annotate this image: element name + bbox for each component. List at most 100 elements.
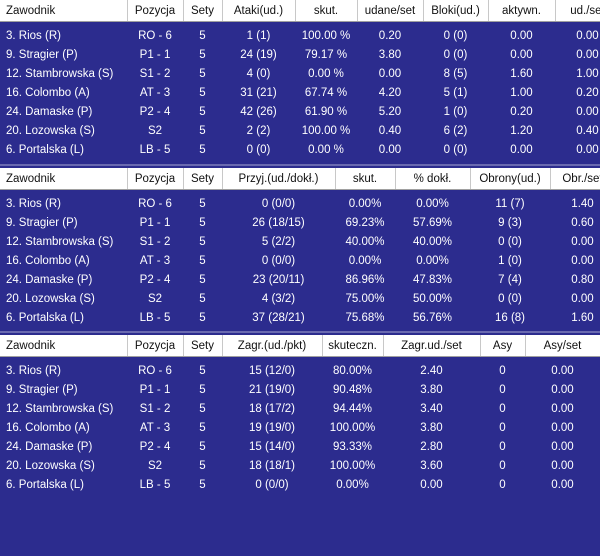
stat-cell: 0.00% bbox=[348, 254, 382, 267]
stat-cell: 40.00% bbox=[345, 235, 385, 248]
table-row[interactable]: 16. Colombo (A) AT - 3 5 31 (21) 67.74 % 4.20… bbox=[0, 83, 600, 102]
column-header[interactable]: Zagr.ud./set bbox=[383, 335, 481, 357]
stat-cell: 61.90 % bbox=[304, 105, 348, 118]
table-row[interactable]: 3. Rios (R) RO - 6 5 0 (0/0) 0.00% 0.00% 11 (7… bbox=[0, 190, 600, 214]
stat-cell: 80.00% bbox=[332, 364, 372, 377]
table-row[interactable]: 3. Rios (R) RO - 6 5 1 (1) 100.00 % 0.20 0 (0)… bbox=[0, 22, 600, 46]
stat-cell: 3.40 bbox=[420, 402, 443, 415]
table-row[interactable]: 24. Damaske (P) P2 - 4 5 15 (14/0) 93.33% 2.8… bbox=[0, 437, 600, 456]
stat-cell: P2 - 4 bbox=[139, 105, 171, 118]
stat-cell: S1 - 2 bbox=[139, 402, 171, 415]
table-row[interactable]: 16. Colombo (A) AT - 3 5 19 (19/0) 100.00% 3.… bbox=[0, 418, 600, 437]
stat-cell: 0.00 bbox=[571, 292, 594, 305]
table-row[interactable]: 9. Stragier (P) P1 - 1 5 24 (19) 79.17 % 3.80… bbox=[0, 45, 600, 64]
table-row[interactable]: 6. Portalska (L) LB - 5 5 0 (0) 0.00 % 0.00 0 … bbox=[0, 140, 600, 159]
column-header[interactable]: Asy bbox=[480, 335, 526, 357]
stat-cell: 1 (0) bbox=[498, 254, 522, 267]
player-name-cell: 20. Lozowska (S) bbox=[6, 292, 95, 305]
table-row[interactable]: 6. Portalska (L) LB - 5 5 0 (0/0) 0.00% 0.00 0… bbox=[0, 475, 600, 494]
stat-cell: P1 - 1 bbox=[139, 216, 171, 229]
stat-cell: 4.20 bbox=[378, 86, 402, 99]
column-header[interactable]: aktywn. bbox=[488, 0, 556, 22]
stat-cell: 5 bbox=[199, 29, 206, 42]
stat-cell: 0.40 bbox=[576, 124, 599, 137]
stat-cell: P1 - 1 bbox=[139, 383, 171, 396]
column-header[interactable]: Ataki(ud.) bbox=[222, 0, 296, 22]
stat-cell: 0.00 bbox=[551, 402, 574, 415]
stat-cell: 1.20 bbox=[510, 124, 533, 137]
stat-cell: 21 (19/0) bbox=[248, 383, 296, 396]
table-row[interactable]: 9. Stragier (P) P1 - 1 5 21 (19/0) 90.48% 3.8… bbox=[0, 380, 600, 399]
stat-cell: 0.80 bbox=[571, 273, 594, 286]
column-header[interactable]: Bloki(ud.) bbox=[423, 0, 489, 22]
table-row[interactable]: 12. Stambrowska (S) S1 - 2 5 18 (17/2) 94.44… bbox=[0, 399, 600, 418]
stat-cell: 5 bbox=[199, 67, 206, 80]
column-header[interactable]: Pozycja bbox=[127, 168, 184, 190]
divider bbox=[0, 164, 600, 166]
table-row[interactable]: 24. Damaske (P) P2 - 4 5 23 (20/11) 86.96% 47… bbox=[0, 270, 600, 289]
column-header[interactable]: % dokł. bbox=[395, 168, 471, 190]
column-header[interactable]: skut. bbox=[335, 168, 396, 190]
player-name-cell: 6. Portalska (L) bbox=[6, 311, 84, 324]
column-header[interactable]: ud./set bbox=[555, 0, 600, 22]
player-name-cell: 24. Damaske (P) bbox=[6, 273, 93, 286]
table-row[interactable]: 20. Lozowska (S) S2 5 18 (18/1) 100.00% 3.60 0… bbox=[0, 456, 600, 475]
table-row[interactable]: 12. Stambrowska (S) S1 - 2 5 4 (0) 0.00 % 0.0… bbox=[0, 64, 600, 83]
player-name-cell: 9. Stragier (P) bbox=[6, 216, 78, 229]
stat-cell: 5 bbox=[199, 216, 206, 229]
stat-cell: 5 bbox=[199, 124, 206, 137]
stat-cell: 5 bbox=[199, 459, 206, 472]
stat-cell: P2 - 4 bbox=[139, 273, 171, 286]
stat-cell: AT - 3 bbox=[139, 254, 171, 267]
stat-cell: 3.80 bbox=[420, 421, 443, 434]
column-header[interactable]: Sety bbox=[183, 335, 223, 357]
column-header[interactable]: Sety bbox=[183, 0, 223, 22]
stat-cell: 0.00 bbox=[510, 29, 533, 42]
table-row[interactable]: 16. Colombo (A) AT - 3 5 0 (0/0) 0.00% 0.00% 1… bbox=[0, 251, 600, 270]
stat-cell: 100.00% bbox=[329, 459, 376, 472]
column-header[interactable]: skuteczn. bbox=[322, 335, 384, 357]
table-row[interactable]: 3. Rios (R) RO - 6 5 15 (12/0) 80.00% 2.40 0 0.… bbox=[0, 357, 600, 381]
stat-cell: 3.60 bbox=[420, 459, 443, 472]
table-row[interactable]: 6. Portalska (L) LB - 5 5 37 (28/21) 75.68% 5… bbox=[0, 308, 600, 327]
table-row[interactable]: 12. Stambrowska (S) S1 - 2 5 5 (2/2) 40.00% 4… bbox=[0, 232, 600, 251]
table-row[interactable]: 24. Damaske (P) P2 - 4 5 42 (26) 61.90 % 5.20… bbox=[0, 102, 600, 121]
player-name-cell: 3. Rios (R) bbox=[6, 364, 61, 377]
stat-cell: 0 bbox=[499, 478, 506, 491]
stat-cell: 5 bbox=[199, 440, 206, 453]
table-row[interactable]: 20. Lozowska (S) S2 5 2 (2) 100.00 % 0.40 6 (2… bbox=[0, 121, 600, 140]
column-header[interactable]: Zawodnik bbox=[0, 335, 128, 357]
stat-cell: 8 (5) bbox=[443, 67, 468, 80]
stat-cell: 40.00% bbox=[412, 235, 452, 248]
stat-cell: 5 bbox=[199, 402, 206, 415]
column-header[interactable]: Pozycja bbox=[127, 335, 184, 357]
reception-defense-panel: Zawodnik Pozycja Sety Przyj.(ud./dokł.) skut… bbox=[0, 168, 600, 327]
column-header[interactable]: udane/set bbox=[357, 0, 424, 22]
column-header[interactable]: Obr./set bbox=[550, 168, 600, 190]
player-name-cell: 12. Stambrowska (S) bbox=[6, 402, 114, 415]
player-name-cell: 9. Stragier (P) bbox=[6, 383, 78, 396]
column-header[interactable]: Zagr.(ud./pkt) bbox=[222, 335, 323, 357]
column-header[interactable]: Przyj.(ud./dokł.) bbox=[222, 168, 336, 190]
stat-cell: LB - 5 bbox=[139, 311, 171, 324]
stat-cell: 9 (3) bbox=[498, 216, 522, 229]
stat-cell: 5 bbox=[199, 383, 206, 396]
stat-cell: RO - 6 bbox=[138, 29, 172, 42]
player-name-cell: 3. Rios (R) bbox=[6, 29, 61, 42]
column-header[interactable]: Obrony(ud.) bbox=[470, 168, 551, 190]
stat-cell: 5 bbox=[199, 364, 206, 377]
column-header[interactable]: Asy/set bbox=[525, 335, 600, 357]
column-header[interactable]: Zawodnik bbox=[0, 168, 128, 190]
column-header[interactable]: Sety bbox=[183, 168, 223, 190]
stat-cell: 5 bbox=[199, 48, 206, 61]
table-row[interactable]: 20. Lozowska (S) S2 5 4 (3/2) 75.00% 50.00% 0 … bbox=[0, 289, 600, 308]
stat-cell: S2 bbox=[147, 292, 163, 305]
column-header[interactable]: Pozycja bbox=[127, 0, 184, 22]
column-header[interactable]: Zawodnik bbox=[0, 0, 128, 22]
stat-cell: S2 bbox=[147, 124, 163, 137]
stat-cell: 0 (0) bbox=[443, 48, 468, 61]
table-row[interactable]: 9. Stragier (P) P1 - 1 5 26 (18/15) 69.23% 57… bbox=[0, 213, 600, 232]
column-header[interactable]: skut. bbox=[295, 0, 358, 22]
stat-cell: 79.17 % bbox=[304, 48, 348, 61]
player-name-cell: 16. Colombo (A) bbox=[6, 421, 90, 434]
